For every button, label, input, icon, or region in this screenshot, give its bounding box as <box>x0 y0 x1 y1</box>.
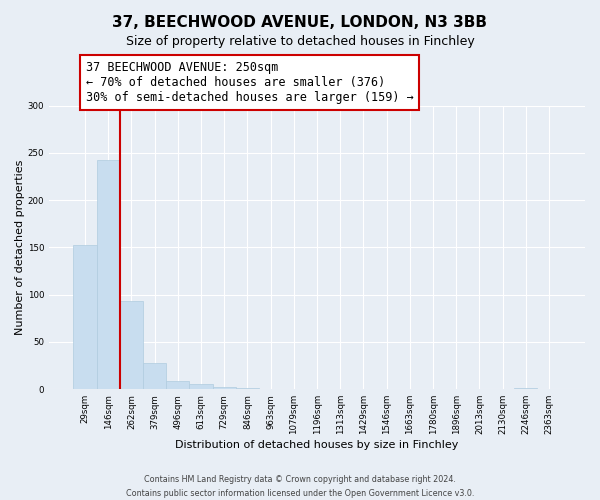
Bar <box>514 388 538 389</box>
Text: 37, BEECHWOOD AVENUE, LONDON, N3 3BB: 37, BEECHWOOD AVENUE, LONDON, N3 3BB <box>113 15 487 30</box>
Y-axis label: Number of detached properties: Number of detached properties <box>15 160 25 335</box>
Text: 37 BEECHWOOD AVENUE: 250sqm
← 70% of detached houses are smaller (376)
30% of se: 37 BEECHWOOD AVENUE: 250sqm ← 70% of det… <box>86 60 413 104</box>
Text: Contains HM Land Registry data © Crown copyright and database right 2024.
Contai: Contains HM Land Registry data © Crown c… <box>126 476 474 498</box>
Bar <box>120 302 143 389</box>
X-axis label: Distribution of detached houses by size in Finchley: Distribution of detached houses by size … <box>175 440 459 450</box>
Bar <box>236 388 259 389</box>
Bar <box>143 362 166 389</box>
Bar <box>212 388 236 389</box>
Bar <box>73 244 97 389</box>
Bar <box>97 160 120 389</box>
Text: Size of property relative to detached houses in Finchley: Size of property relative to detached ho… <box>125 35 475 48</box>
Bar <box>190 384 212 389</box>
Bar <box>166 380 190 389</box>
